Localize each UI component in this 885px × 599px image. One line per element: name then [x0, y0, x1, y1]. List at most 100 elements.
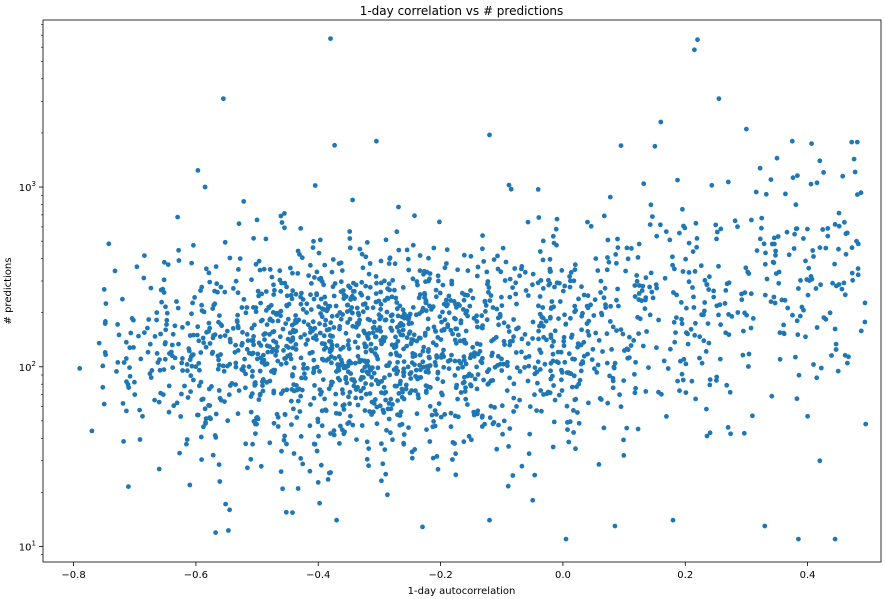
data-point: [271, 282, 276, 288]
data-point: [185, 395, 191, 400]
data-point: [621, 378, 627, 383]
data-point: [311, 357, 317, 363]
data-point: [195, 168, 201, 173]
data-point: [132, 379, 137, 385]
x-tick-label: −0.2: [428, 570, 452, 581]
data-point: [714, 236, 719, 242]
data-point: [817, 245, 823, 251]
data-point: [213, 264, 219, 269]
data-point: [264, 343, 270, 349]
data-point: [695, 37, 700, 43]
data-point: [386, 281, 392, 287]
data-point: [463, 385, 468, 390]
data-point: [527, 404, 533, 409]
data-point: [511, 317, 516, 322]
data-point: [704, 433, 710, 439]
data-point: [833, 347, 839, 352]
data-point: [193, 364, 199, 370]
data-point: [222, 333, 228, 338]
data-point: [401, 396, 407, 402]
data-point: [282, 225, 287, 231]
data-point: [244, 305, 250, 310]
data-point: [647, 284, 652, 290]
data-point: [282, 433, 287, 439]
data-point: [246, 350, 252, 356]
data-point: [447, 357, 453, 363]
data-point: [180, 368, 186, 373]
data-point: [480, 323, 485, 328]
data-point: [845, 360, 850, 366]
data-point: [406, 425, 411, 430]
data-point: [298, 334, 304, 340]
data-point: [665, 366, 671, 371]
data-point: [250, 441, 256, 447]
data-point: [239, 305, 245, 310]
data-point: [266, 305, 272, 311]
data-point: [632, 283, 638, 288]
data-point: [468, 253, 474, 259]
data-point: [735, 224, 740, 230]
data-point: [663, 229, 669, 235]
data-point: [718, 322, 723, 328]
data-point: [565, 427, 570, 432]
y-tick-label: 102: [19, 360, 36, 374]
data-point: [768, 299, 774, 304]
data-point: [746, 351, 752, 357]
data-point: [475, 324, 480, 330]
data-point: [347, 229, 353, 234]
data-point: [534, 408, 539, 413]
data-point: [317, 330, 323, 336]
data-point: [444, 303, 449, 309]
data-point: [548, 332, 554, 338]
data-point: [725, 179, 731, 185]
data-point: [775, 234, 781, 239]
data-point: [413, 312, 419, 318]
data-point: [290, 288, 296, 294]
data-point: [573, 446, 578, 452]
data-point: [206, 386, 212, 392]
data-point: [319, 423, 325, 429]
data-point: [384, 309, 390, 315]
data-point: [620, 331, 626, 337]
x-tick-label: 0.4: [800, 570, 816, 581]
data-point: [636, 241, 642, 247]
data-point: [395, 368, 401, 374]
data-point: [370, 305, 376, 311]
data-point: [291, 451, 297, 456]
data-point: [538, 388, 544, 393]
data-point: [255, 351, 261, 357]
data-point: [338, 260, 344, 266]
data-point: [639, 298, 644, 304]
data-point: [356, 321, 361, 327]
data-point: [196, 338, 202, 344]
data-point: [573, 396, 579, 402]
data-point: [610, 375, 616, 381]
data-point: [725, 425, 731, 430]
data-point: [364, 344, 369, 349]
data-point: [249, 277, 254, 283]
data-point: [646, 365, 651, 370]
data-point: [448, 298, 454, 303]
data-point: [314, 292, 320, 298]
data-point: [634, 273, 640, 278]
data-point: [326, 386, 332, 392]
data-point: [808, 181, 814, 187]
data-point: [198, 379, 204, 385]
data-point: [572, 303, 578, 309]
data-point: [176, 247, 182, 253]
data-point: [145, 325, 150, 331]
data-point: [511, 334, 516, 340]
data-point: [654, 285, 660, 291]
data-point: [154, 310, 160, 315]
data-point: [579, 284, 584, 290]
data-point: [821, 315, 827, 320]
data-point: [541, 392, 546, 397]
data-point: [795, 332, 801, 338]
data-point: [409, 320, 414, 326]
data-point: [514, 326, 519, 332]
data-point: [575, 341, 581, 346]
data-point: [159, 299, 165, 305]
data-point: [535, 187, 541, 192]
data-point: [227, 507, 233, 513]
data-point: [724, 382, 730, 388]
